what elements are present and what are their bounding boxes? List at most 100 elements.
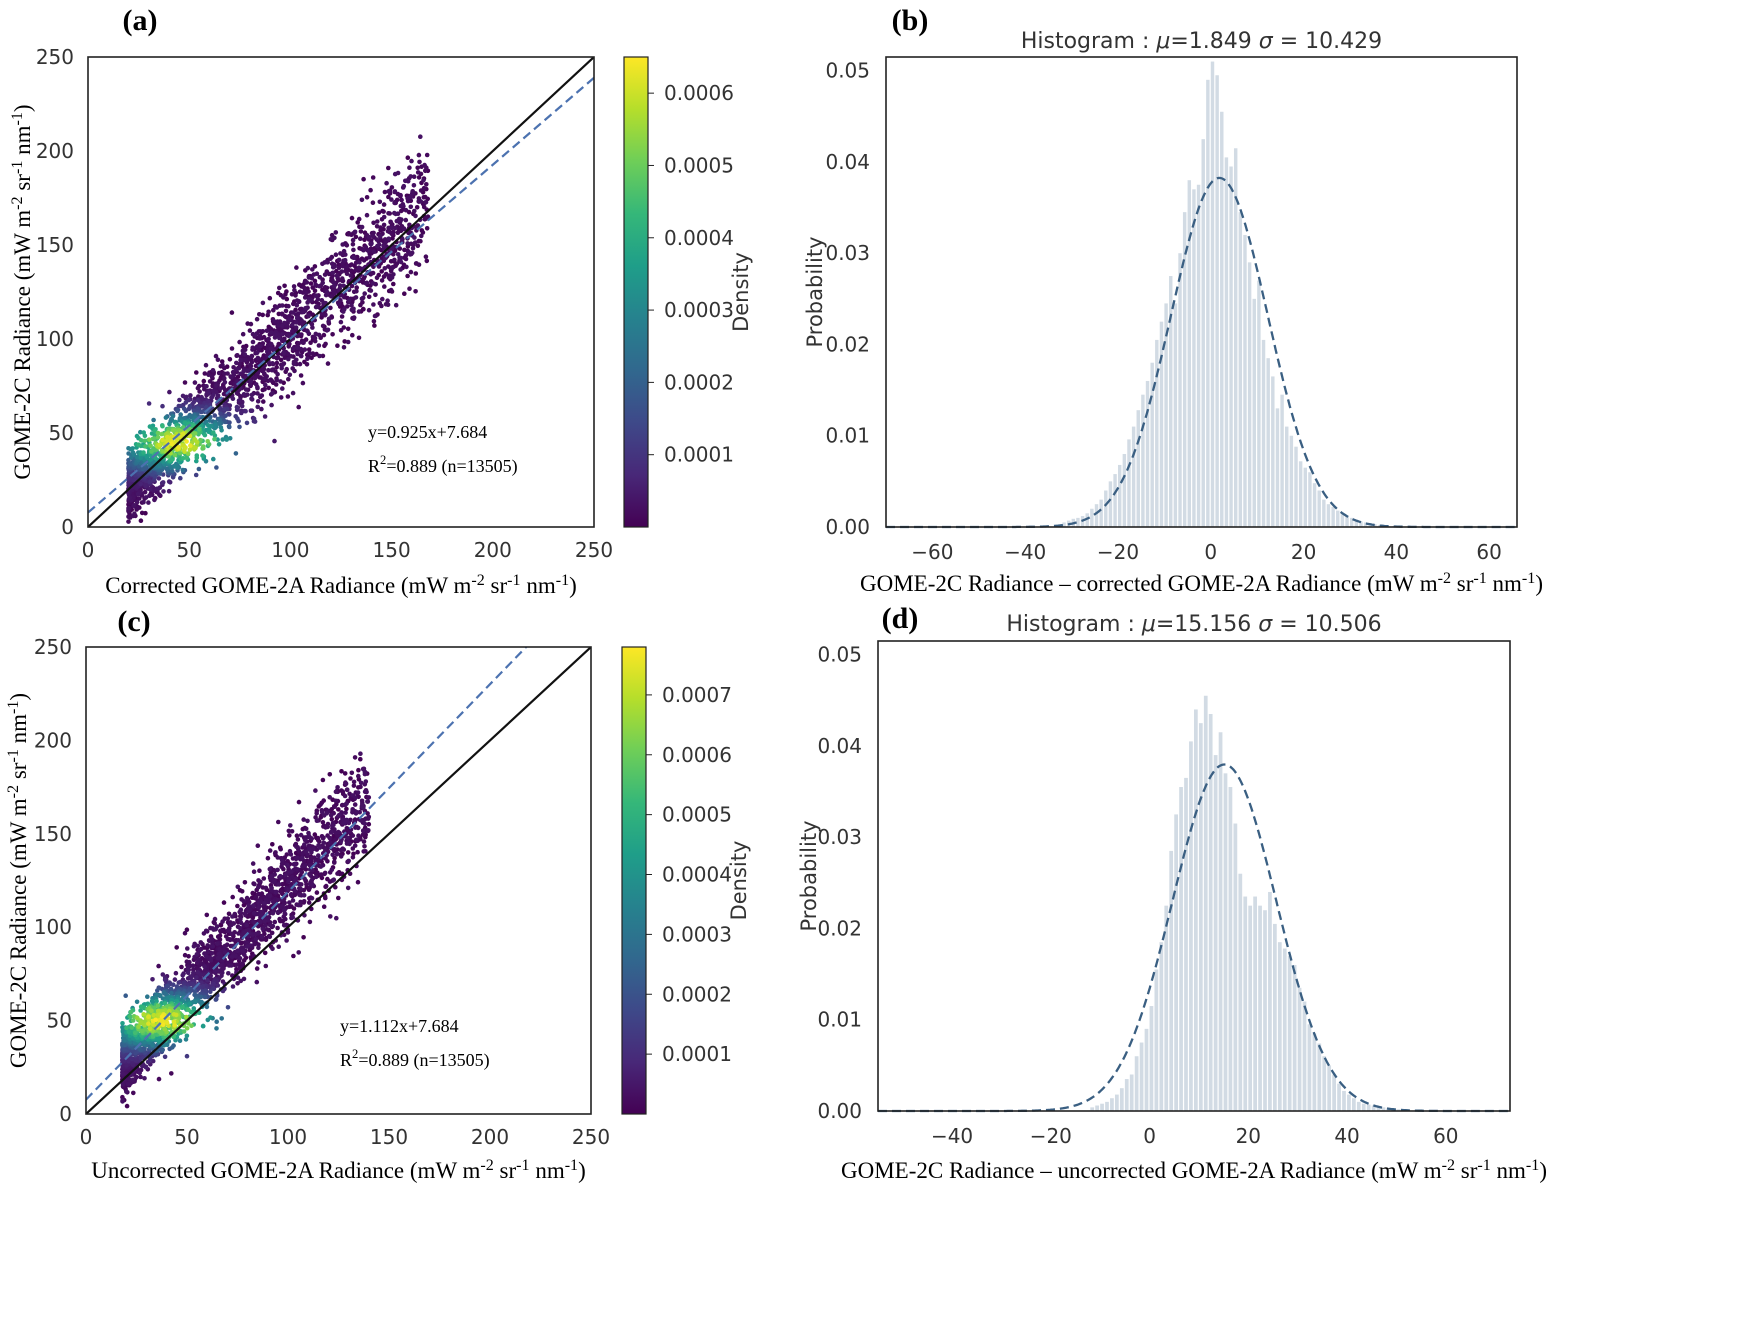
- histogram-bar: [1359, 521, 1363, 527]
- colorbar-tick-label: 0.0006: [662, 743, 732, 767]
- scatter-point: [343, 242, 349, 247]
- scatter-point: [258, 343, 263, 349]
- scatter-point: [229, 931, 234, 937]
- scatter-point: [254, 316, 260, 322]
- scatter-point: [371, 319, 377, 324]
- scatter-point: [393, 302, 399, 308]
- scatter-point: [266, 385, 272, 391]
- scatter-point: [336, 257, 342, 263]
- y-tick-label: 100: [34, 915, 72, 939]
- x-tick-label: 0: [82, 538, 95, 562]
- scatter-point: [248, 362, 253, 368]
- histogram-bar: [1340, 514, 1345, 527]
- scatter-point: [315, 838, 321, 843]
- scatter-point: [280, 386, 285, 391]
- scatter-point: [392, 171, 398, 177]
- scatter-point: [214, 465, 219, 470]
- histogram-bar: [1127, 439, 1131, 527]
- scatter-point: [395, 230, 401, 235]
- scatter-point: [371, 220, 376, 226]
- scatter-point: [285, 394, 291, 399]
- scatter-point: [184, 439, 189, 444]
- scatter-point: [344, 817, 349, 823]
- scatter-point: [206, 429, 211, 435]
- scatter-point: [172, 977, 178, 982]
- scatter-point: [386, 194, 391, 200]
- scatter-point: [224, 437, 229, 442]
- scatter-point: [228, 963, 234, 968]
- scatter-point: [147, 493, 152, 499]
- histogram-bar: [1104, 490, 1108, 527]
- scatter-point: [381, 214, 387, 220]
- scatter-point: [170, 428, 176, 433]
- scatter-point: [250, 339, 256, 345]
- scatter-point: [193, 472, 199, 478]
- scatter-point: [364, 195, 370, 200]
- scatter-point: [284, 938, 289, 943]
- scatter-point: [177, 397, 182, 403]
- scatter-point: [248, 913, 253, 919]
- scatter-point: [255, 355, 261, 361]
- scatter-point: [180, 431, 186, 437]
- scatter-point: [147, 1026, 153, 1032]
- scatter-point: [309, 275, 315, 281]
- colorbar: [622, 647, 646, 1114]
- scatter-point: [135, 491, 141, 497]
- scatter-point: [351, 315, 357, 320]
- scatter-point: [350, 332, 355, 338]
- scatter-point: [423, 254, 429, 259]
- scatter-point: [384, 180, 389, 186]
- scatter-point: [370, 233, 376, 239]
- scatter-point: [283, 872, 288, 878]
- scatter-point: [294, 302, 300, 308]
- scatter-point: [218, 386, 223, 391]
- scatter-point: [312, 264, 318, 269]
- scatter-point: [253, 937, 259, 942]
- scatter-point: [239, 410, 244, 416]
- scatter-point: [239, 403, 245, 409]
- scatter-point: [229, 954, 235, 959]
- scatter-point: [375, 219, 380, 224]
- scatter-point: [184, 455, 189, 460]
- scatter-point: [278, 357, 284, 363]
- scatter-point: [160, 423, 165, 429]
- scatter-point: [268, 346, 274, 352]
- scatter-point: [182, 380, 188, 385]
- scatter-point: [134, 999, 140, 1005]
- scatter-point: [201, 378, 207, 384]
- scatter-point: [332, 291, 337, 296]
- scatter-point: [206, 389, 211, 395]
- scatter-points: [120, 751, 372, 1109]
- scatter-point: [368, 288, 374, 293]
- scatter-point: [237, 956, 243, 961]
- scatter-point: [272, 332, 278, 337]
- histogram-bar: [1192, 189, 1196, 527]
- scatter-point: [128, 461, 133, 467]
- histogram-bar: [1373, 524, 1377, 527]
- scatter-point: [251, 416, 257, 422]
- scatter-point: [275, 925, 280, 931]
- scatter-point: [358, 780, 364, 786]
- histogram-bar: [1308, 472, 1312, 527]
- scatter-point: [138, 1074, 143, 1080]
- scatter-point: [234, 367, 239, 372]
- scatter-point: [149, 1008, 154, 1014]
- y-tick-label: 250: [34, 635, 72, 659]
- scatter-point: [175, 408, 180, 414]
- histogram-bar: [1312, 483, 1317, 527]
- scatter-point: [366, 294, 372, 300]
- scatter-point: [140, 1028, 145, 1034]
- scatter-point: [294, 298, 300, 303]
- colorbar-tick-label: 0.0007: [662, 683, 732, 707]
- histogram-bar: [1187, 180, 1192, 527]
- scatter-point: [230, 369, 236, 375]
- histogram-bar: [1129, 1074, 1134, 1111]
- x-tick-label: 250: [575, 538, 613, 562]
- scatter-point: [371, 302, 376, 307]
- scatter-point: [255, 884, 261, 890]
- scatter-point: [320, 261, 325, 267]
- histogram-bar: [1159, 942, 1164, 1111]
- scatter-point: [250, 861, 256, 866]
- x-axis-label: Uncorrected GOME-2A Radiance (mW m-2 sr-…: [91, 1157, 586, 1183]
- scatter-point: [401, 226, 407, 231]
